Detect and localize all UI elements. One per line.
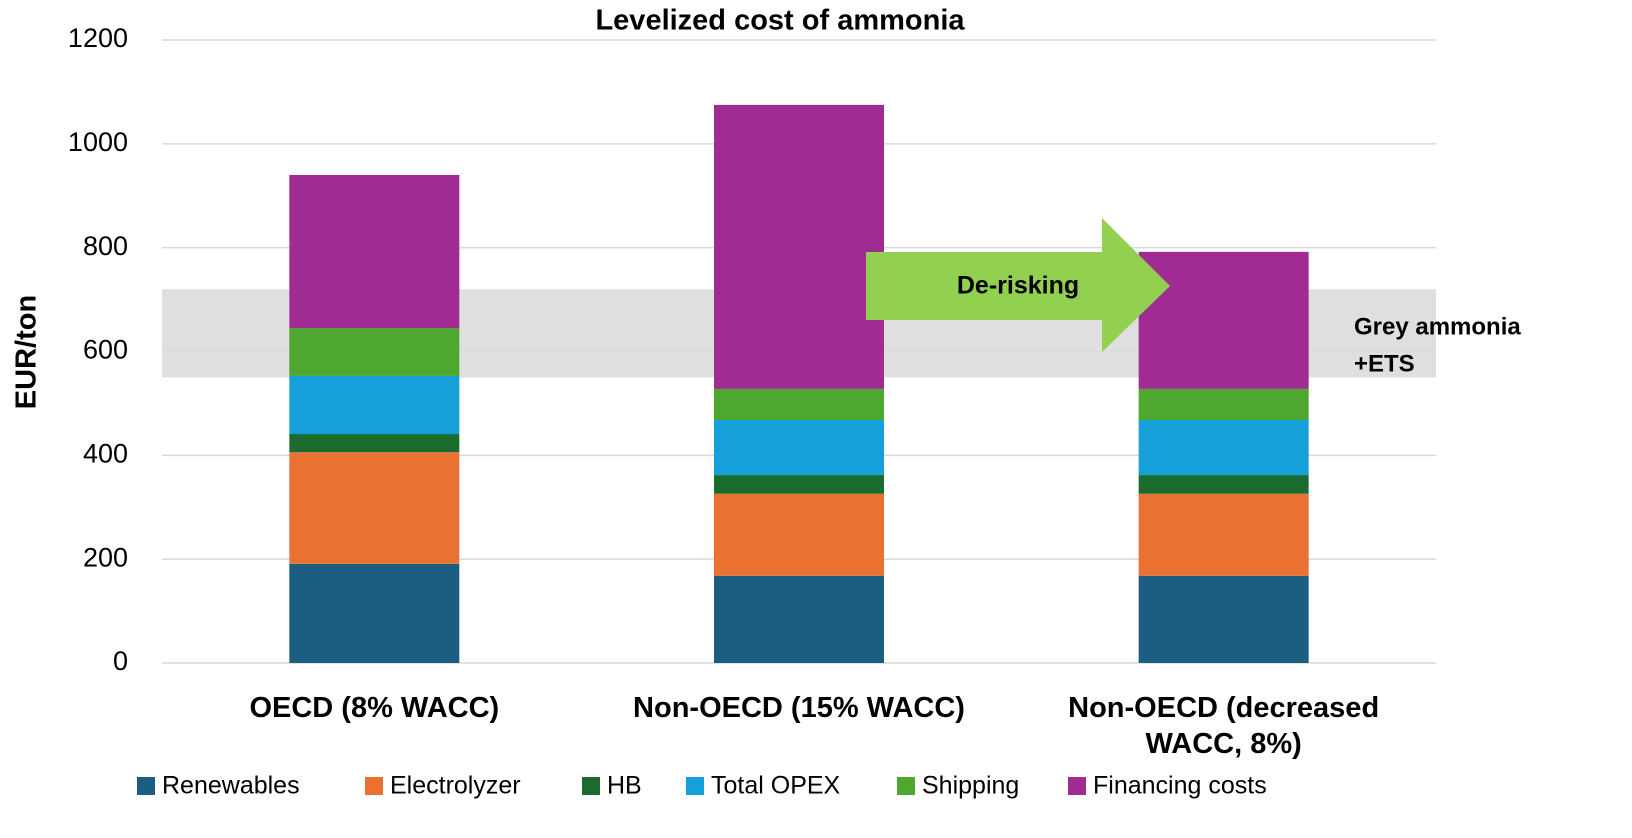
bar-segment xyxy=(714,388,884,421)
bar-segment xyxy=(1138,251,1309,389)
y-axis-label: EUR/ton xyxy=(11,295,43,409)
bar-segment xyxy=(714,475,884,494)
y-tick-label: 400 xyxy=(83,438,128,468)
bar-segment xyxy=(1138,493,1309,576)
y-tick-label: 200 xyxy=(83,542,128,572)
bar-segment xyxy=(1138,475,1309,494)
legend-swatch xyxy=(897,777,915,795)
legend-label: Shipping xyxy=(922,772,1019,800)
x-tick-label: OECD (8% WACC) xyxy=(249,692,500,724)
chart-title: Levelized cost of ammonia xyxy=(595,5,965,37)
bar-segment xyxy=(1138,575,1309,663)
legend-label: Total OPEX xyxy=(711,772,841,800)
y-tick-label: 1000 xyxy=(68,127,128,157)
legend-label: Financing costs xyxy=(1093,772,1267,800)
y-tick-label: 800 xyxy=(83,231,128,261)
bar-segment xyxy=(289,174,460,329)
bar-segment xyxy=(714,420,884,476)
bar-segment xyxy=(289,434,460,453)
legend-swatch xyxy=(365,777,383,795)
arrow-label: De-risking xyxy=(957,272,1079,300)
y-tick-label: 600 xyxy=(83,335,128,365)
x-tick-label: Non-OECD (decreased WACC, 8%) xyxy=(1068,692,1380,760)
legend-label: Electrolyzer xyxy=(390,772,521,800)
bar-segment xyxy=(1138,388,1309,421)
bar-segment xyxy=(714,104,884,389)
x-tick-label: Non-OECD (15% WACC) xyxy=(633,692,965,724)
legend-label: HB xyxy=(607,772,642,800)
legend-label: Renewables xyxy=(162,772,300,800)
legend-swatch xyxy=(137,777,155,795)
y-tick-label: 1200 xyxy=(68,23,128,53)
bar-segment xyxy=(289,328,460,376)
band-label: Grey ammonia xyxy=(1354,313,1521,340)
bar-segment xyxy=(289,452,460,564)
band-label: +ETS xyxy=(1354,350,1415,377)
arrow xyxy=(866,218,1170,352)
legend-swatch xyxy=(686,777,704,795)
bar-segment xyxy=(289,375,460,435)
legend-swatch xyxy=(1068,777,1086,795)
bar-segment xyxy=(714,493,884,576)
bar-segment xyxy=(1138,420,1309,476)
legend-swatch xyxy=(582,777,600,795)
bar-segment xyxy=(714,575,884,663)
bar-segment xyxy=(289,563,460,663)
y-tick-label: 0 xyxy=(113,646,128,676)
